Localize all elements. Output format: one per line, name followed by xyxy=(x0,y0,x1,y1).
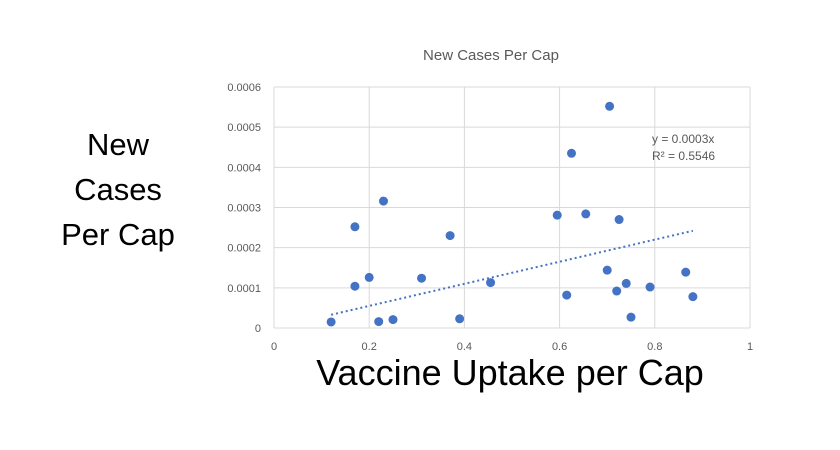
x-tick-label: 0.2 xyxy=(362,341,377,353)
y-tick-label: 0.0003 xyxy=(227,203,261,215)
y-tick-label: 0.0006 xyxy=(227,82,261,94)
data-points xyxy=(326,101,698,327)
data-point xyxy=(688,292,698,302)
gridlines xyxy=(273,86,751,329)
data-point xyxy=(350,222,360,232)
data-point xyxy=(602,265,612,275)
y-tick-labels: 0 0.0001 0.0002 0.0003 0.0004 0.0005 0.0006 xyxy=(227,82,261,335)
data-point xyxy=(645,282,655,292)
x-tick-label: 0 xyxy=(271,341,277,353)
x-tick-label: 0.4 xyxy=(457,341,472,353)
data-point xyxy=(455,314,465,324)
chart-title: New Cases Per Cap xyxy=(423,47,559,64)
data-point xyxy=(486,278,496,288)
data-point xyxy=(681,267,691,277)
data-point xyxy=(621,278,631,288)
y-tick-label: 0 xyxy=(255,323,261,335)
y-tick-label: 0.0005 xyxy=(227,122,261,134)
x-axis-label: Vaccine Uptake per Cap xyxy=(316,352,704,393)
y-tick-label: 0.0004 xyxy=(227,162,261,174)
data-point xyxy=(378,196,388,206)
y-axis-label: New Cases Per Cap xyxy=(61,127,175,252)
x-tick-label: 0.8 xyxy=(647,341,662,353)
data-point xyxy=(552,210,562,220)
data-point xyxy=(605,101,615,111)
data-point xyxy=(562,290,572,300)
data-point xyxy=(326,317,336,327)
data-point xyxy=(614,215,624,225)
data-point xyxy=(417,273,427,283)
data-point xyxy=(581,209,591,219)
y-tick-label: 0.0002 xyxy=(227,243,261,255)
data-point xyxy=(445,231,455,241)
trendline-equation: y = 0.0003x xyxy=(652,132,714,146)
data-point xyxy=(626,312,636,322)
trendline xyxy=(330,229,694,316)
x-tick-label: 0.6 xyxy=(552,341,567,353)
x-tick-label: 1 xyxy=(747,341,753,353)
data-point xyxy=(364,272,374,282)
data-point xyxy=(388,315,398,325)
trendline-r-squared: R² = 0.5546 xyxy=(652,149,715,163)
data-point xyxy=(374,317,384,327)
data-point xyxy=(350,281,360,291)
x-tick-labels: 0 0.2 0.4 0.6 0.8 1 xyxy=(271,341,753,353)
data-point xyxy=(567,148,576,158)
y-tick-label: 0.0001 xyxy=(227,283,261,295)
data-point xyxy=(612,286,622,296)
